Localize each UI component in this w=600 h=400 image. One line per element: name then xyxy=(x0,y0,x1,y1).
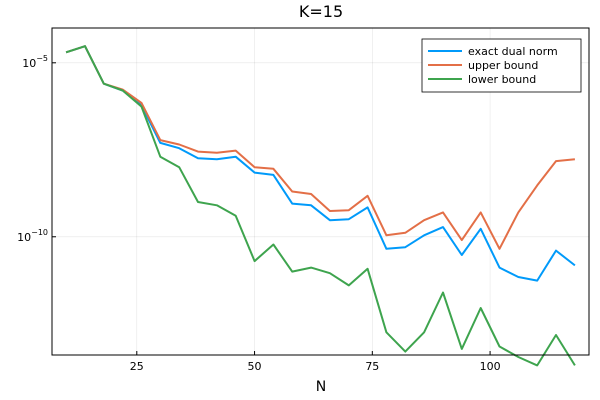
x-axis-label: N xyxy=(316,379,326,395)
legend-label: exact dual norm xyxy=(468,45,558,58)
x-tick-label: 50 xyxy=(248,360,262,373)
series-line-1 xyxy=(65,45,576,250)
y-tick-base: 10 xyxy=(17,231,31,244)
y-tick-label: 10−5 xyxy=(22,54,48,70)
plot-frame xyxy=(51,27,590,356)
y-tick-label: 10−10 xyxy=(17,228,48,244)
legend-label: upper bound xyxy=(468,59,538,72)
x-tick-label: 75 xyxy=(365,360,379,373)
y-axis-ticks: 10−510−10 xyxy=(17,54,56,244)
series-layer xyxy=(65,45,576,367)
y-tick-exponent: −10 xyxy=(31,228,48,237)
legend-label: lower bound xyxy=(468,73,536,86)
x-axis-ticks: 25 50 75 100 xyxy=(130,351,501,373)
series-line-2 xyxy=(65,45,576,367)
series-line-0 xyxy=(65,45,576,282)
chart-title: K=15 xyxy=(299,2,343,21)
x-tick-label: 25 xyxy=(130,360,144,373)
x-tick-label: 100 xyxy=(480,360,501,373)
y-tick-base: 10 xyxy=(22,57,36,70)
y-tick-exponent: −5 xyxy=(36,54,48,63)
